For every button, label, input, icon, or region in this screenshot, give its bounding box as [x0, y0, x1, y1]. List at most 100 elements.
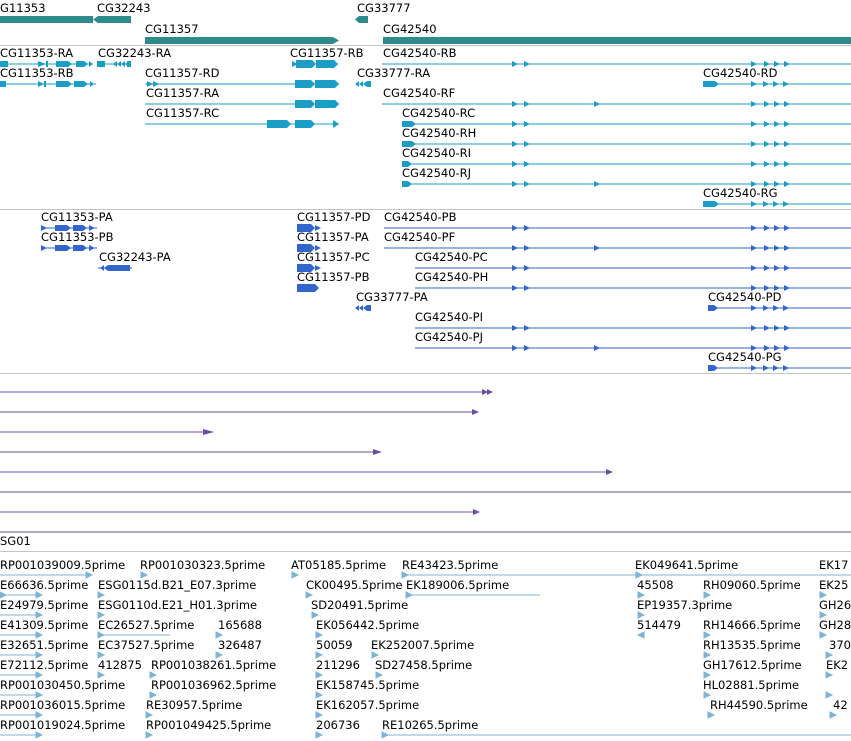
est-label: 45508 — [637, 578, 674, 592]
est-label: 412875 — [98, 658, 142, 672]
transcript-cg11357-rd[interactable] — [145, 79, 345, 89]
protein-cg42540-pc[interactable] — [415, 263, 851, 273]
est-label: RP001036015.5prime — [0, 698, 126, 712]
est-label: E24979.5prime — [0, 598, 89, 612]
est-label: RH44590.5prime — [710, 698, 808, 712]
est-label: EC37527.5prime — [98, 638, 195, 652]
est-label: CK00495.5prime — [306, 578, 403, 592]
est-label: RH09060.5prime — [703, 578, 801, 592]
est-label: RP001030450.5prime — [0, 678, 126, 692]
protein-cg11357-pa[interactable] — [297, 243, 327, 253]
protein-cg11353-pa[interactable] — [41, 223, 101, 233]
est-label: EK049641.5prime — [635, 558, 739, 572]
transcript-label: CG11357-RB — [290, 46, 364, 60]
transcript-cg42540-rb[interactable] — [382, 59, 851, 69]
protein-label: CG42540-PC — [415, 250, 488, 264]
transcript-label: CG42540-RF — [383, 86, 456, 100]
transcript-label: CG42540-RB — [383, 46, 457, 60]
est-label: SD27458.5prime — [375, 658, 473, 672]
est-features[interactable] — [0, 555, 851, 741]
protein-cg33777-pa[interactable] — [355, 303, 375, 313]
transcript-cg42540-rh[interactable] — [402, 139, 851, 149]
est-label: EK158745.5prime — [316, 678, 420, 692]
est-label: EK162057.5prime — [316, 698, 420, 712]
est-label: GH26 — [819, 598, 851, 612]
transcript-cg11353-rb[interactable] — [0, 79, 100, 89]
transcript-cg11357-ra[interactable] — [145, 99, 345, 109]
protein-cg42540-pg[interactable] — [708, 363, 851, 373]
transcript-cg11353-ra[interactable] — [0, 59, 851, 69]
gene-label-cg42540: CG42540 — [383, 22, 437, 36]
transcript-label: CG42540-RC — [402, 106, 476, 120]
est-label: EK25 — [819, 578, 849, 592]
est-label: ESG0115d.B21_E07.3prime — [98, 578, 257, 592]
est-label: EK189006.5prime — [406, 578, 510, 592]
transcript-cg11357-rc[interactable] — [145, 119, 345, 129]
transcript-cg11357-rb[interactable] — [292, 59, 342, 69]
transcript-label: CG11357-RD — [145, 66, 220, 80]
est-label: 42 — [833, 698, 848, 712]
gene-cg42540[interactable] — [383, 37, 851, 44]
transcript-label: CG42540-RJ — [402, 166, 472, 180]
protein-label: CG11357-PB — [297, 270, 370, 284]
transcript-cg42540-rg[interactable] — [703, 199, 851, 209]
est-label: EK2 — [826, 658, 849, 672]
gene-cg33777[interactable] — [355, 14, 369, 25]
transcript-cg32243-ra[interactable] — [97, 59, 137, 69]
gene-cg11357[interactable] — [145, 35, 341, 46]
protein-label: CG42540-PB — [384, 210, 457, 224]
est-label: 211296 — [316, 658, 360, 672]
transcript-label: CG11353-RA — [0, 46, 74, 60]
est-label: RP001030323.5prime — [140, 558, 266, 572]
alignment-label: SG01 — [0, 534, 31, 548]
protein-cg11353-pb[interactable] — [41, 243, 101, 253]
est-label: RH14666.5prime — [703, 618, 801, 632]
gene-label-cg33777: CG33777 — [357, 1, 411, 15]
est-label: E72112.5prime — [0, 658, 89, 672]
alignment-features[interactable] — [0, 387, 851, 537]
protein-cg42540-pd[interactable] — [708, 303, 851, 313]
transcript-cg42540-rj[interactable] — [402, 179, 851, 189]
est-label: EC26527.5prime — [98, 618, 195, 632]
protein-label: CG42540-PD — [708, 290, 782, 304]
protein-cg11357-pb[interactable] — [297, 283, 327, 293]
transcript-label: CG32243-RA — [98, 46, 172, 60]
est-label: RE30957.5prime — [146, 698, 243, 712]
est-label: GH28 — [819, 618, 851, 632]
est-label: GH17612.5prime — [703, 658, 802, 672]
protein-label: CG42540-PI — [415, 310, 484, 324]
transcript-label: CG42540-RD — [703, 66, 778, 80]
protein-label: CG11353-PA — [41, 210, 113, 224]
transcript-cg42540-rf[interactable] — [382, 99, 851, 109]
transcript-cg33777-ra[interactable] — [355, 79, 375, 89]
est-label: RH13535.5prime — [703, 638, 801, 652]
est-label: E41309.5prime — [0, 618, 89, 632]
protein-cg32243-pa[interactable] — [98, 263, 138, 273]
transcript-cg42540-rd[interactable] — [703, 79, 851, 89]
gene-cg11353[interactable] — [0, 16, 93, 23]
protein-cg42540-pj[interactable] — [415, 343, 851, 353]
protein-cg11357-pd[interactable] — [297, 223, 327, 233]
gene-cg32243[interactable] — [93, 14, 133, 25]
est-label: EK056442.5prime — [316, 618, 420, 632]
est-label: RP001039009.5prime — [0, 558, 126, 572]
protein-label: CG11357-PA — [297, 230, 369, 244]
est-label: 514479 — [637, 618, 681, 632]
protein-cg42540-pf[interactable] — [384, 243, 851, 253]
protein-label: CG33777-PA — [356, 290, 428, 304]
est-label: 50059 — [316, 638, 353, 652]
protein-cg42540-ph[interactable] — [415, 283, 851, 293]
protein-cg42540-pb[interactable] — [384, 223, 851, 233]
protein-cg42540-pi[interactable] — [415, 323, 851, 333]
est-label: HL02881.5prime — [703, 678, 800, 692]
est-label: E66636.5prime — [0, 578, 89, 592]
track-separator — [0, 45, 851, 46]
est-label: SD20491.5prime — [311, 598, 409, 612]
protein-cg11357-pc[interactable] — [297, 263, 327, 273]
est-label: RP001049425.5prime — [146, 718, 272, 732]
gene-label-cg11353: CG11353 — [0, 1, 46, 15]
est-label: ESG0110d.E21_H01.3prime — [98, 598, 258, 612]
transcript-cg42540-ri[interactable] — [402, 159, 851, 169]
transcript-cg42540-rc[interactable] — [402, 119, 851, 129]
